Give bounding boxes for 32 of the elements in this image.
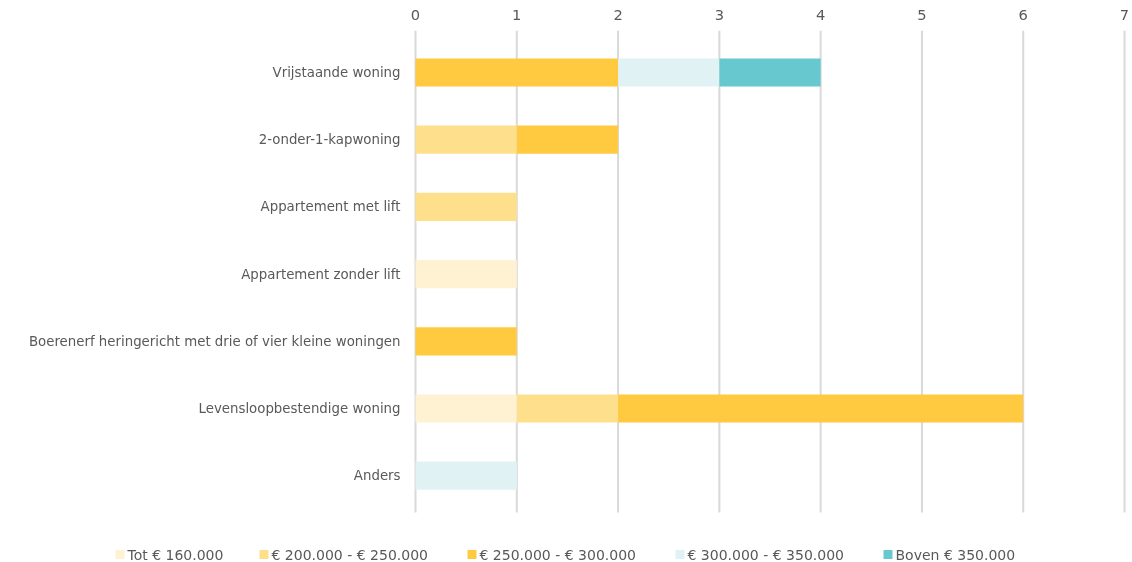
bar (516, 125, 619, 154)
legend-label: Boven € 350.000 (895, 546, 1016, 562)
bar (415, 58, 619, 87)
legend-label: € 300.000 - € 350.000 (687, 546, 844, 562)
bar (618, 58, 720, 87)
x-tick-label: 0 (410, 5, 421, 23)
bar (415, 461, 517, 490)
x-tick-label: 1 (512, 5, 522, 23)
y-tick-label: 2-onder-1-kapwoning (258, 132, 401, 148)
bar (415, 327, 517, 356)
legend-label: Tot € 160.000 (126, 546, 224, 562)
bar (516, 394, 619, 423)
legend-label: € 200.000 - € 250.000 (271, 546, 428, 562)
y-tick-label: Vrijstaande woning (272, 65, 401, 80)
y-tick-label: Appartement met lift (260, 199, 401, 215)
bar (618, 394, 1024, 423)
x-tick-label: 2 (613, 5, 623, 23)
bar (415, 125, 517, 154)
bar (415, 192, 517, 222)
bar (719, 58, 821, 87)
bar (415, 259, 517, 289)
bar (415, 394, 517, 423)
x-tick-label: 6 (1018, 5, 1028, 23)
x-tick-label: 7 (1119, 5, 1130, 23)
y-tick-label: Levensloopbestendige woning (198, 401, 401, 416)
y-tick-label: Anders (353, 468, 401, 484)
x-tick-label: 5 (917, 5, 927, 23)
legend-label: € 250.000 - € 300.000 (479, 546, 636, 562)
y-tick-label: Appartement zonder lift (241, 266, 401, 282)
x-tick-label: 3 (714, 5, 725, 23)
x-tick-label: 4 (815, 5, 826, 23)
y-tick-label: Boerenerf heringericht met drie of vier kleine woningen (28, 333, 401, 349)
